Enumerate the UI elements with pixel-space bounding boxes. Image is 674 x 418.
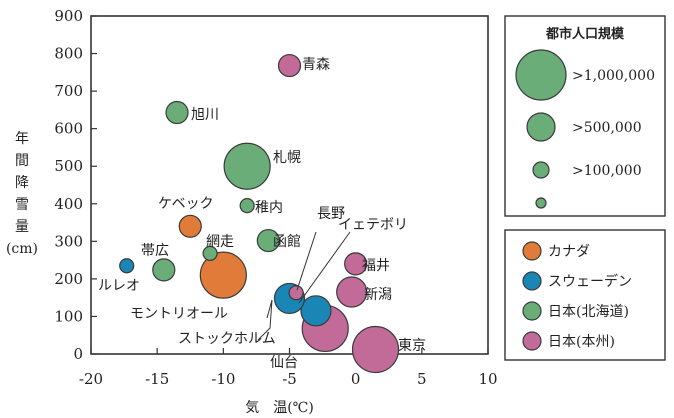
legend-marker xyxy=(522,241,542,261)
data-label: 長野 xyxy=(317,206,345,222)
leader-line xyxy=(296,231,317,291)
data-label: ストックホルム xyxy=(178,331,276,347)
data-point xyxy=(344,252,368,276)
x-tick-label: 10 xyxy=(478,370,497,388)
size-legend-label: >1,000,000 xyxy=(572,68,655,84)
leader-line xyxy=(257,299,273,341)
size-legend-label: >500,000 xyxy=(572,120,642,136)
data-point xyxy=(239,198,255,214)
data-point xyxy=(165,100,189,125)
data-label: ケベック xyxy=(158,196,214,212)
data-point xyxy=(202,245,218,261)
y-tick-label: 900 xyxy=(54,7,83,25)
data-label: ルレオ xyxy=(98,278,140,294)
size-legend-label: >100,000 xyxy=(572,163,642,179)
size-legend-marker xyxy=(532,161,550,179)
data-point xyxy=(351,325,400,374)
y-tick-label: 400 xyxy=(54,195,83,213)
y-tick-label: 800 xyxy=(54,45,83,63)
data-label: 仙台 xyxy=(270,355,298,371)
y-tick-label: 0 xyxy=(73,345,83,363)
data-point xyxy=(199,251,247,299)
y-axis-title-char: 間 xyxy=(15,153,29,169)
data-label: 札幌 xyxy=(273,150,301,166)
legend-label: スウェーデン xyxy=(548,273,632,290)
y-tick-label: 600 xyxy=(54,120,83,138)
y-tick-label: 700 xyxy=(54,82,83,100)
data-label: 函館 xyxy=(273,233,301,250)
data-point xyxy=(300,295,332,327)
data-label: 稚内 xyxy=(255,200,283,216)
x-tick-label: -10 xyxy=(211,370,235,388)
data-point xyxy=(288,285,304,301)
x-tick-label: -5 xyxy=(282,370,297,388)
data-label: イェテボリ xyxy=(338,217,408,233)
data-point xyxy=(119,258,135,274)
x-tick-label: 5 xyxy=(417,370,427,388)
x-tick-label: 0 xyxy=(351,370,361,388)
y-tick-label: 200 xyxy=(54,270,83,288)
y-axis-title-char: 降 xyxy=(15,175,29,191)
size-legend: 都市人口規模 >1,000,000 >500,000 >100,000 xyxy=(504,15,666,217)
legend-marker xyxy=(522,331,542,351)
legend-label: カナダ xyxy=(548,244,590,260)
y-tick-label: 300 xyxy=(54,232,83,250)
x-tick-label: -15 xyxy=(145,370,169,388)
y-axis-title-char: 年 xyxy=(15,131,29,147)
data-point xyxy=(336,276,368,308)
size-legend-title: 都市人口規模 xyxy=(545,26,625,42)
data-label: 旭川 xyxy=(191,107,219,123)
data-point xyxy=(256,228,280,253)
y-axis-title-char: (cm) xyxy=(6,241,38,257)
size-legend-marker xyxy=(526,112,556,142)
size-legend-marker xyxy=(515,49,567,101)
legend-marker xyxy=(522,271,542,291)
size-legend-marker xyxy=(535,197,547,209)
data-point xyxy=(178,214,202,238)
data-label: 網走 xyxy=(206,234,234,250)
data-point xyxy=(223,142,271,190)
leader-line xyxy=(298,231,351,304)
y-axis-title-char: 雪 xyxy=(15,197,29,213)
x-axis-title: 気 温(℃) xyxy=(245,400,314,416)
data-point xyxy=(152,258,176,282)
y-tick-label: 100 xyxy=(54,307,83,325)
plot-area: 0 100 200 300 400 500 600 700 800 900 -20 -15 -10 -5 0… xyxy=(6,7,498,416)
x-tick-label: -20 xyxy=(79,370,103,388)
data-label: 帯広 xyxy=(141,243,169,259)
legend-label: 日本(北海道) xyxy=(548,304,629,320)
size-legend-frame xyxy=(504,15,666,217)
y-axis-title-char: 量 xyxy=(15,219,29,235)
data-point xyxy=(277,53,302,78)
legend-label: 日本(本州) xyxy=(548,334,615,350)
data-label: 青森 xyxy=(302,57,330,73)
y-tick-label: 500 xyxy=(54,157,83,175)
legend-marker xyxy=(522,301,542,321)
data-label: モントリオール xyxy=(130,306,228,322)
data-label: 東京 xyxy=(398,338,426,354)
data-label: 福井 xyxy=(362,258,390,274)
data-label: 新潟 xyxy=(364,287,392,303)
